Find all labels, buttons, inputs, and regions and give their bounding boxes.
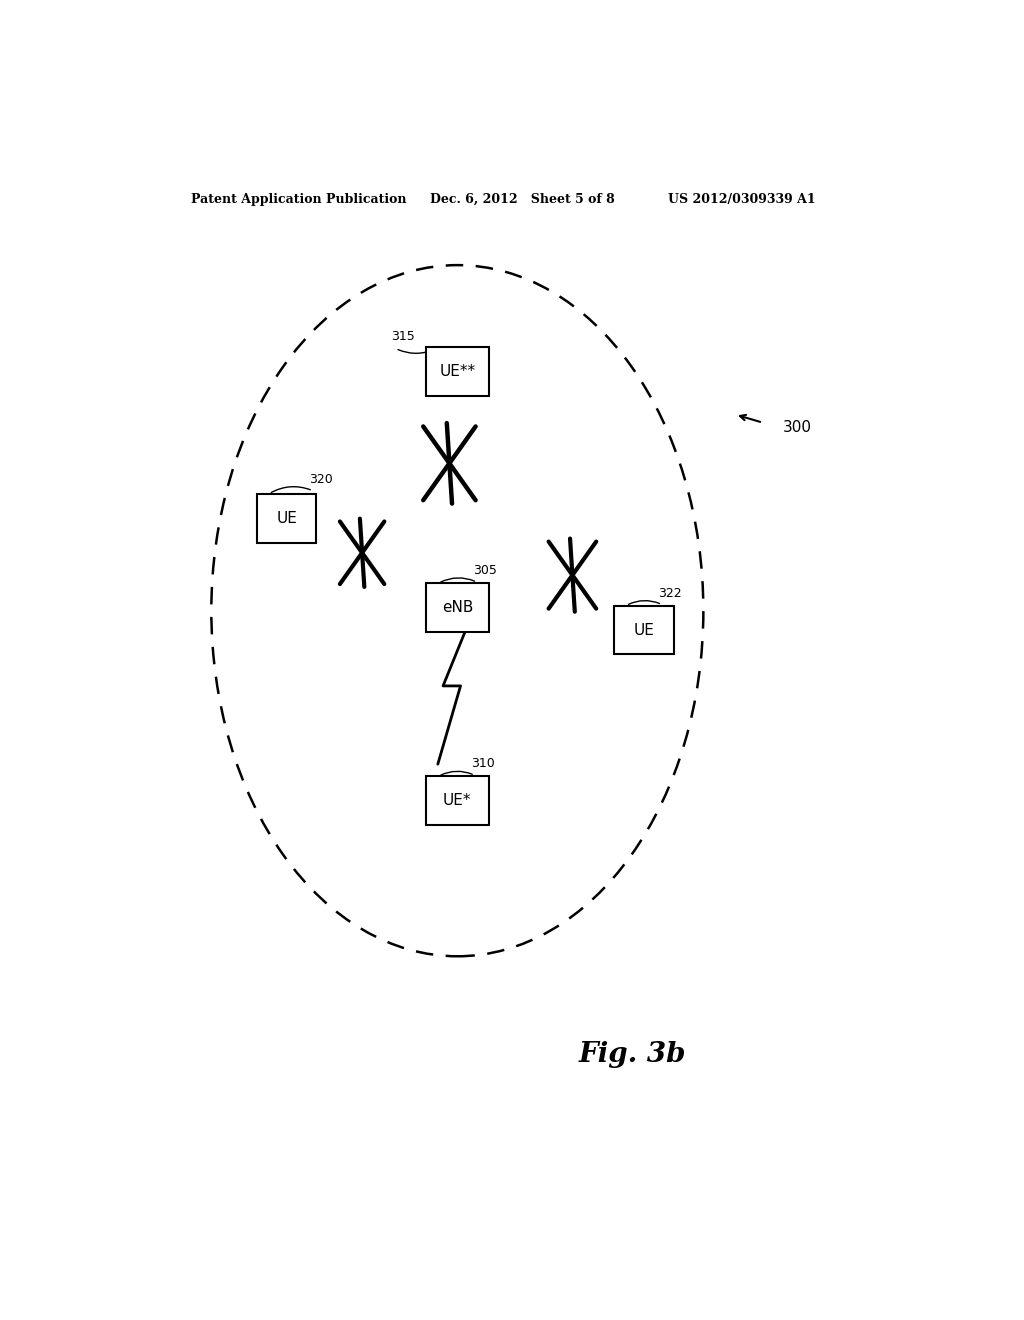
Text: 315: 315	[391, 330, 415, 343]
FancyBboxPatch shape	[426, 583, 489, 632]
Text: US 2012/0309339 A1: US 2012/0309339 A1	[668, 193, 815, 206]
FancyBboxPatch shape	[257, 494, 316, 543]
Text: 305: 305	[473, 564, 497, 577]
Text: Patent Application Publication: Patent Application Publication	[191, 193, 407, 206]
FancyBboxPatch shape	[614, 606, 674, 655]
Text: 300: 300	[782, 420, 812, 436]
Text: eNB: eNB	[441, 601, 473, 615]
Text: UE*: UE*	[443, 793, 472, 808]
Text: Dec. 6, 2012   Sheet 5 of 8: Dec. 6, 2012 Sheet 5 of 8	[430, 193, 614, 206]
Text: UE: UE	[276, 511, 297, 525]
Text: UE: UE	[634, 623, 654, 638]
Text: 322: 322	[658, 586, 682, 599]
Text: UE**: UE**	[439, 364, 475, 379]
FancyBboxPatch shape	[426, 776, 489, 825]
FancyBboxPatch shape	[426, 347, 489, 396]
Text: Fig. 3b: Fig. 3b	[579, 1041, 686, 1068]
Text: 320: 320	[309, 473, 333, 486]
Text: 310: 310	[471, 758, 495, 771]
